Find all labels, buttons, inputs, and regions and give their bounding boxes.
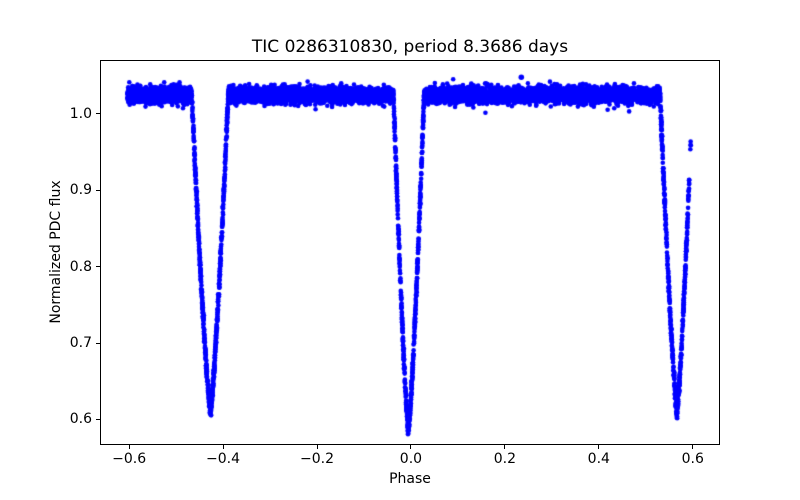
- x-tick-label: 0.0: [399, 451, 423, 467]
- x-tick-mark: [410, 445, 412, 449]
- x-tick-mark: [692, 445, 694, 449]
- y-tick-mark: [96, 418, 100, 420]
- y-tick-label: 0.6: [69, 411, 92, 428]
- x-tick-mark: [504, 445, 506, 449]
- y-tick-label: 1.0: [69, 105, 92, 122]
- x-tick-label: −0.4: [206, 451, 241, 467]
- y-axis-label: Normalized PDC flux: [48, 180, 64, 324]
- x-tick-mark: [128, 445, 130, 449]
- plot-frame: [100, 60, 720, 445]
- chart-title: TIC 0286310830, period 8.3686 days: [251, 37, 569, 57]
- x-tick-label: 0.2: [493, 451, 516, 467]
- x-tick-label: −0.2: [300, 451, 334, 467]
- x-tick-label: 0.6: [681, 451, 704, 467]
- x-tick-label: −0.6: [112, 451, 147, 467]
- y-tick-mark: [96, 113, 100, 115]
- x-tick-label: 0.4: [587, 451, 610, 467]
- y-tick-label: 0.8: [69, 258, 92, 275]
- x-axis-label: Phase: [389, 471, 431, 487]
- x-tick-mark: [598, 445, 600, 449]
- x-tick-mark: [316, 445, 318, 449]
- y-tick-label: 0.7: [69, 335, 92, 352]
- y-tick-mark: [96, 189, 100, 191]
- x-tick-mark: [222, 445, 224, 449]
- y-tick-mark: [96, 266, 100, 268]
- y-tick-label: 0.9: [69, 182, 92, 199]
- y-tick-mark: [96, 342, 100, 344]
